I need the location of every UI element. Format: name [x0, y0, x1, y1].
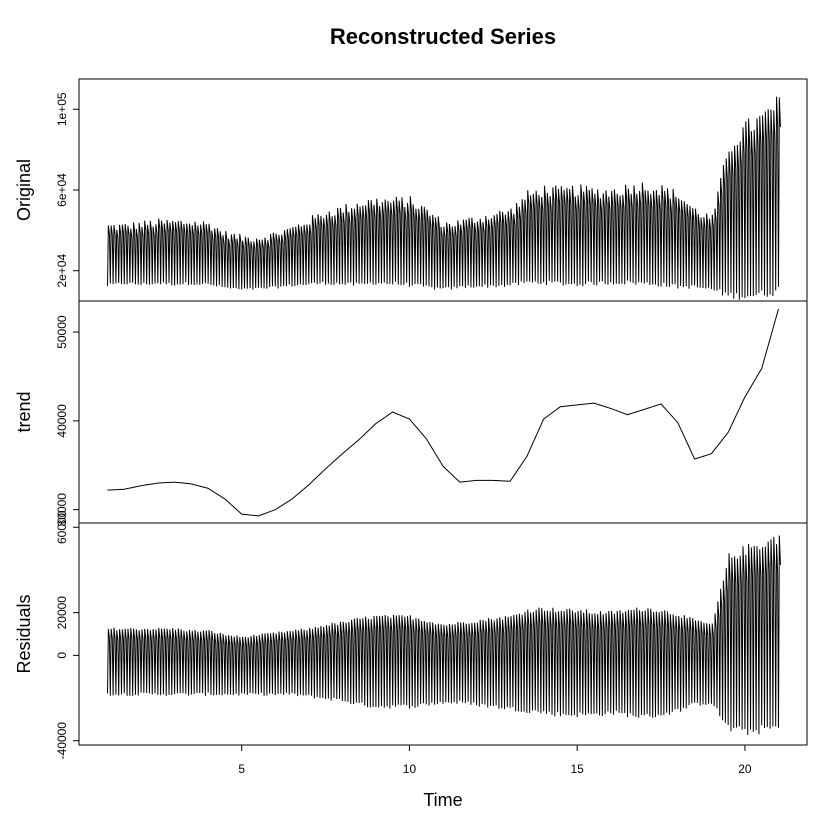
x-axis-label: Time	[423, 790, 462, 810]
original-ytick-label: 2e+04	[55, 254, 69, 288]
residuals-series-line	[107, 535, 781, 736]
original-ytick-label: 1e+05	[55, 92, 69, 126]
trend-panel-frame	[78, 300, 808, 524]
xtick-label: 20	[738, 762, 752, 776]
xtick-label: 5	[238, 762, 245, 776]
panel-residuals: -40000 0 20000 60000 Residuals	[14, 510, 808, 760]
original-series-line	[107, 96, 781, 300]
xtick-label: 10	[403, 762, 417, 776]
residuals-ytick-label: 60000	[55, 510, 69, 544]
trend-ytick-label: 40000	[55, 404, 69, 438]
original-ytick-label: 6e+04	[55, 173, 69, 207]
panel-trend: 30000 40000 50000 trend	[14, 300, 808, 527]
x-axis: 5 10 15 20	[238, 745, 752, 776]
residuals-ytick-label: 0	[55, 652, 69, 659]
original-ylabel: Original	[14, 159, 34, 221]
trend-series-line	[107, 308, 779, 517]
residuals-ytick-label: -40000	[55, 722, 69, 760]
residuals-panel-frame	[78, 522, 808, 746]
panel-original: 2e+04 6e+04 1e+05 Original	[14, 78, 808, 302]
residuals-ytick-label: 20000	[55, 596, 69, 630]
chart-title: Reconstructed Series	[330, 24, 556, 49]
trend-ytick-label: 50000	[55, 315, 69, 349]
trend-ytick-label: 30000	[55, 493, 69, 527]
residuals-ylabel: Residuals	[14, 594, 34, 673]
chart-panels: 2e+04 6e+04 1e+05 Original 30000 40000 50000 tr…	[14, 78, 808, 760]
trend-ylabel: trend	[14, 391, 34, 432]
xtick-label: 15	[571, 762, 585, 776]
